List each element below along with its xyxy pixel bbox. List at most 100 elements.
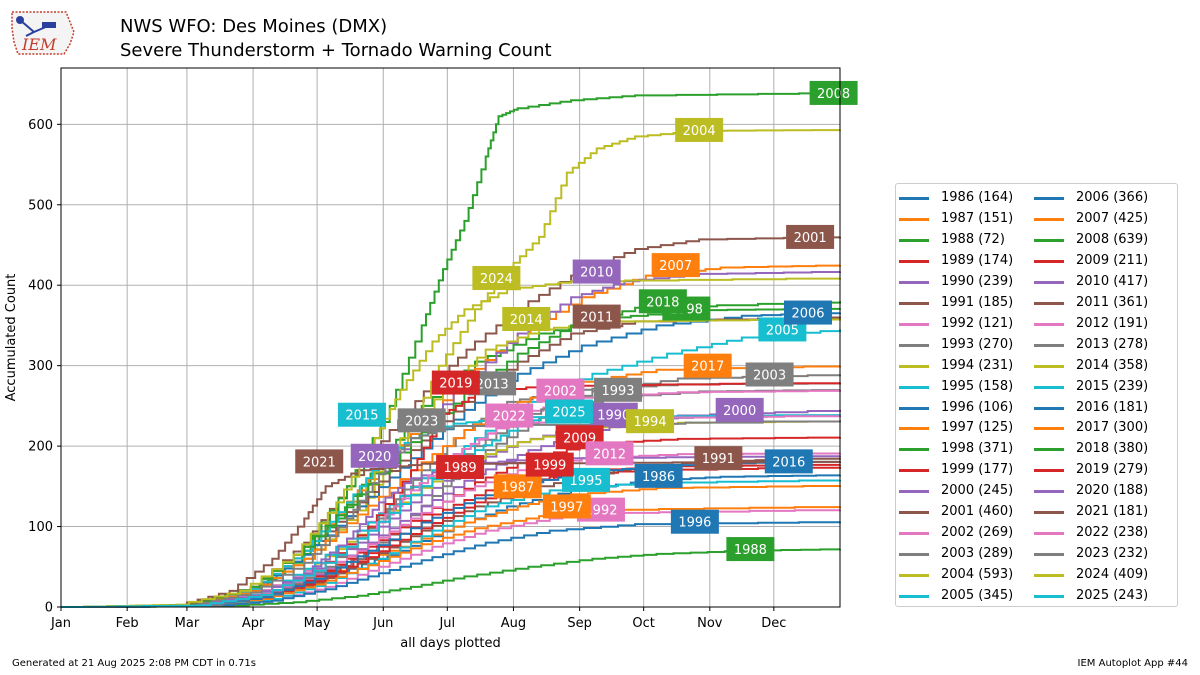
year-label-box-1999 [525,452,574,477]
legend-label: 2022 (238) [1076,525,1149,541]
year-label-box-1988 [726,537,775,562]
legend-label: 2002 (269) [941,525,1014,541]
year-label-box-1986 [634,463,683,488]
year-label-box-2000 [715,397,764,422]
year-label-1993: 1993 [601,384,634,399]
year-label-box-1991 [694,446,743,471]
legend-label: 2006 (366) [1076,190,1149,205]
y-tick-label: 400 [28,279,53,294]
legend-label: 2010 (417) [1076,273,1149,289]
legend: 1986 (164) 1987 (151) 1988 (72) 1989 (174) 1… [895,183,1178,607]
year-label-1992: 1992 [584,504,617,519]
y-tick-label: 500 [28,198,53,213]
year-label-box-2023 [397,408,446,433]
year-label-box-2010 [572,259,621,284]
legend-label: 2008 (639) [1076,231,1149,247]
x-axis-label: all days plotted [400,636,500,651]
y-tick-label: 100 [28,520,53,535]
legend-label: 2011 (361) [1076,294,1149,310]
legend-label: 1999 (177) [941,462,1014,478]
series-lines [61,92,841,608]
legend-swatch [1034,343,1064,347]
plot-frame [60,67,841,608]
legend-swatch [1034,553,1064,557]
legend-swatch [899,553,929,557]
legend-label: 2003 (289) [941,546,1014,562]
x-tick-label: Feb [116,616,139,631]
legend-swatch [899,427,929,431]
warning-count-chart: 1986 1987 1988 1989 1990 1991 1992 1993 1994 1995… [4,67,858,651]
x-tick-label: Dec [761,616,786,631]
legend-label: 2013 (278) [1076,336,1149,352]
legend-swatch [899,238,929,242]
year-label-2014: 2014 [510,313,543,328]
year-label-2022: 2022 [493,410,526,425]
year-label-box-2012 [585,441,634,466]
legend-label: 2012 (191) [1076,315,1149,331]
legend-swatch [899,448,929,452]
year-label-box-2015 [337,402,386,427]
year-label-box-2020 [350,443,399,468]
year-label-2004: 2004 [683,124,716,139]
x-tick-label: Apr [242,616,265,631]
year-label-2002: 2002 [544,385,577,400]
legend-swatch [1034,197,1064,200]
x-tick-label: Jun [372,616,393,631]
y-tick-label: 0 [45,601,53,616]
legend-label: 2021 (181) [1076,504,1149,520]
x-tick-label: Jan [50,616,71,631]
year-label-2003: 2003 [753,369,786,384]
legend-swatch [1034,364,1064,368]
legend-swatch [899,301,929,305]
year-label-box-2006 [783,300,832,325]
legend-swatch [1034,574,1064,578]
legend-swatch [899,406,929,410]
legend-swatch [899,217,929,221]
logo-text: IEM [21,35,57,54]
year-label-2015: 2015 [345,409,378,424]
year-label-1999: 1999 [533,459,566,474]
chart-title-line2: Severe Thunderstorm + Tornado Warning Co… [120,40,552,61]
x-tick-label: Mar [175,616,200,631]
year-label-1997: 1997 [550,500,583,515]
x-tick-label: Aug [501,616,526,631]
legend-swatch [899,574,929,578]
legend-swatch [899,259,929,263]
series-line-1992 [61,509,841,608]
year-label-box-2003 [745,362,794,387]
legend-label: 2007 (425) [1076,210,1149,226]
legend-swatch [1034,217,1064,221]
legend-swatch [899,469,929,473]
y-tick-label: 600 [28,118,53,133]
legend-label: 1996 (106) [941,399,1014,415]
year-label-box-2024 [472,265,521,290]
legend-label: 1994 (231) [941,357,1014,373]
year-label-box-2008 [809,80,858,105]
year-label-box-2011 [572,304,621,329]
year-label-2011: 2011 [580,311,613,326]
year-label-2023: 2023 [405,414,438,429]
axes: Jan Feb Mar Apr May Jun Jul Aug Sep Oct Nov Dec 0 100… [28,118,786,631]
legend-swatch [1034,406,1064,410]
legend-label: 2024 (409) [1076,567,1149,583]
legend-swatch [899,280,929,284]
year-label-2005: 2005 [766,323,799,338]
series-line-2024 [61,277,841,608]
y-tick-label: 300 [28,359,53,374]
legend-swatch [899,197,929,200]
legend-label: 2020 (188) [1076,483,1149,499]
series-line-1986 [61,474,841,608]
legend-swatch [899,532,929,536]
legend-label: 1991 (185) [941,294,1014,310]
year-label-2024: 2024 [480,272,513,287]
legend-swatch [1034,511,1064,515]
year-label-box-1997 [542,494,591,519]
legend-label: 2019 (279) [1076,462,1149,478]
legend-label: 1992 (121) [941,315,1014,331]
year-label-1991: 1991 [702,452,735,467]
legend-label: 1997 (125) [941,420,1014,436]
year-label-box-2004 [675,117,724,142]
legend-swatch [1034,490,1064,494]
legend-label: 1995 (158) [941,378,1014,394]
year-label-box-2007 [651,253,700,278]
